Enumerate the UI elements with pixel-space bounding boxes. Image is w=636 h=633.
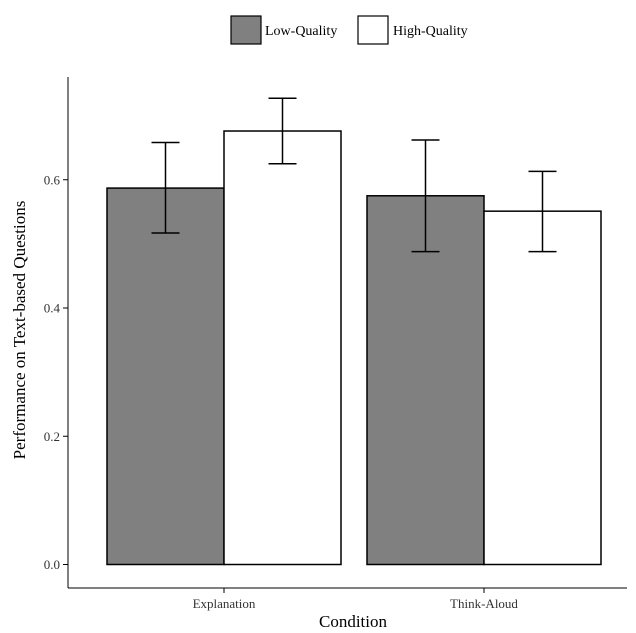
plot-area (106, 97, 602, 566)
y-tick-label: 0.2 (44, 429, 60, 444)
bar (223, 130, 342, 566)
legend-swatch-high-quality (357, 15, 389, 45)
legend-swatch-low-quality (230, 15, 262, 45)
x-tick-label: Think-Aloud (450, 596, 518, 611)
legend: Low-Quality High-Quality (230, 15, 468, 45)
bar (366, 195, 485, 566)
legend-label-low-quality: Low-Quality (265, 24, 337, 39)
legend-label-high-quality: High-Quality (393, 24, 468, 39)
y-tick-label: 0.0 (44, 557, 60, 572)
bar (106, 187, 225, 566)
y-tick-label: 0.6 (44, 172, 61, 187)
x-axis-title: Condition (319, 612, 388, 631)
y-tick-label: 0.4 (44, 301, 61, 316)
x-tick-label: Explanation (193, 596, 256, 611)
bar (483, 210, 602, 566)
y-axis-title: Performance on Text-based Questions (10, 201, 29, 460)
